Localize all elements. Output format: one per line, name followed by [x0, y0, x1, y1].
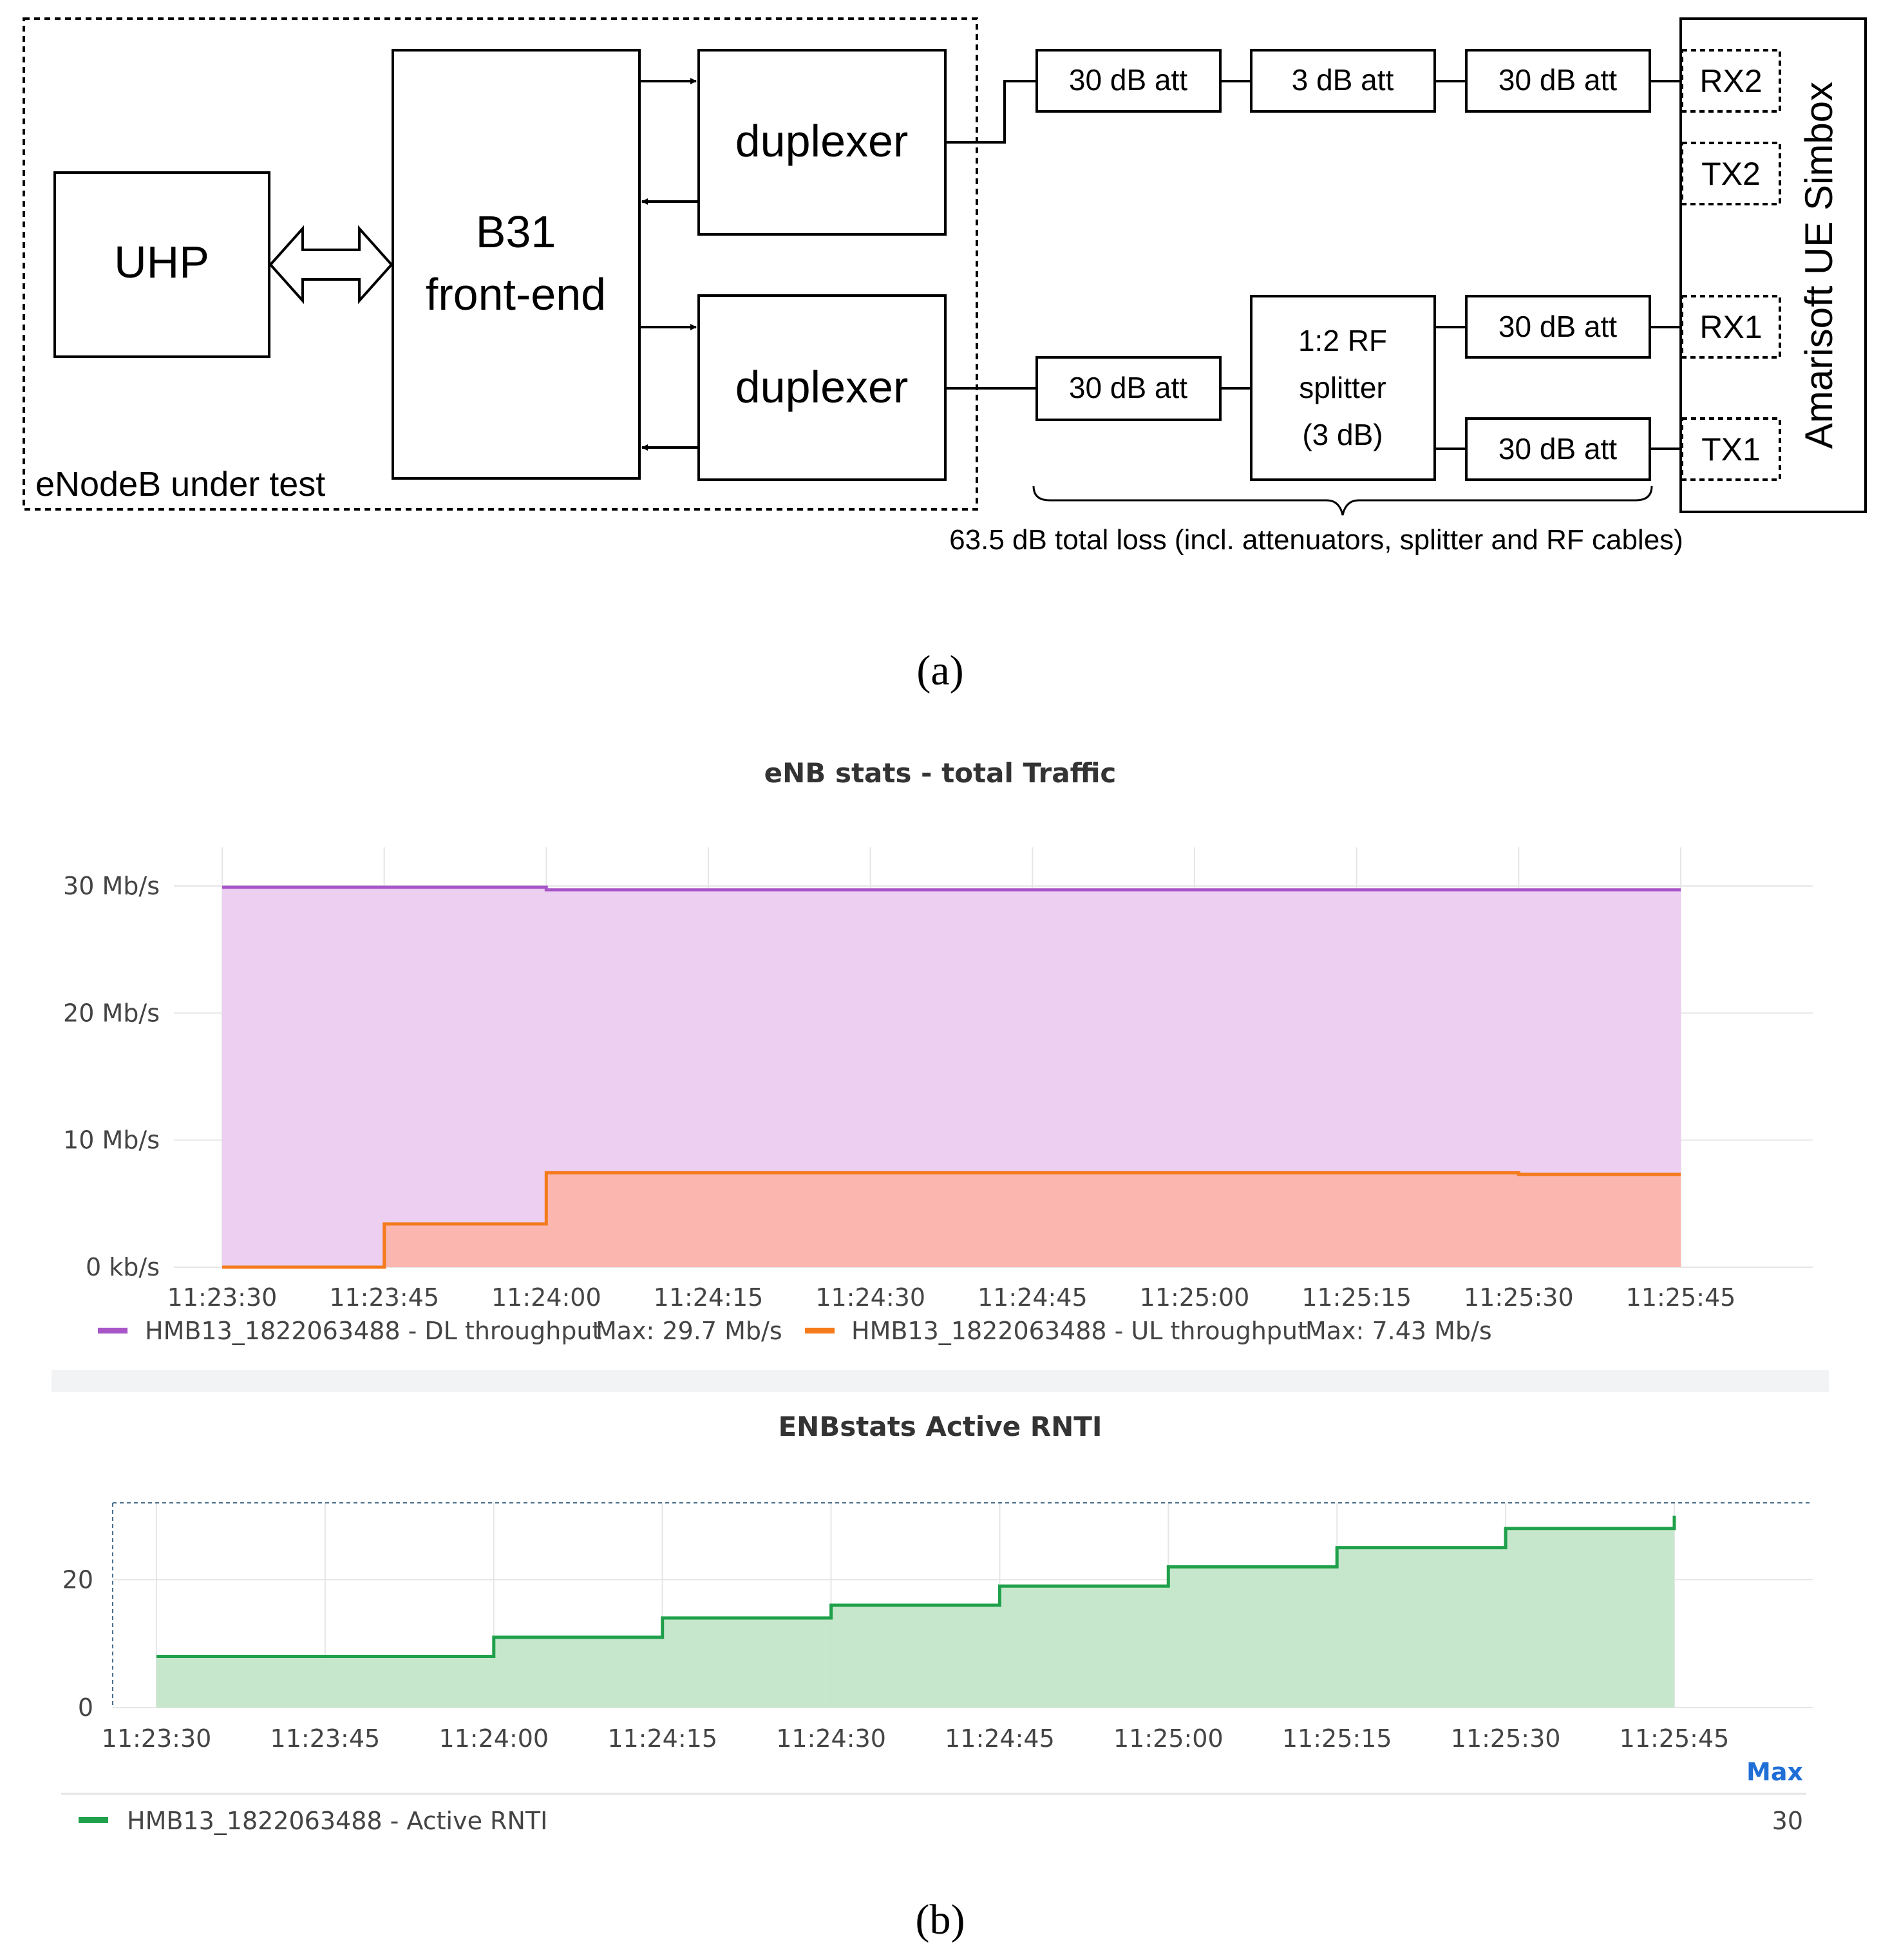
y-tick-label: 20 [62, 1565, 93, 1594]
x-tick-label: 11:24:15 [654, 1283, 764, 1312]
y-tick-label: 10 Mb/s [63, 1126, 160, 1154]
series-line-0 [222, 885, 1681, 892]
chart-legend: Max HMB13_1822063488 - Active RNTI 30 [61, 1758, 1806, 1835]
x-tick-label: 11:23:45 [270, 1724, 381, 1753]
attenuator-label: 30 dB att [1498, 63, 1617, 97]
enodeb-under-test-boundary [23, 17, 978, 511]
total-loss-brace [1032, 485, 1653, 516]
splitter-label-line2: splitter [1299, 371, 1386, 404]
splitter-label-line3: (3 dB) [1302, 418, 1383, 451]
frontend-label-line2: front-end [426, 269, 606, 319]
y-axis-ticks: 30 Mb/s 20 Mb/s 10 Mb/s 0 kb/s [63, 872, 160, 1281]
chart-areas [222, 887, 1681, 1267]
y-axis-ticks: 20 0 [62, 1565, 93, 1722]
x-tick-label: 11:23:30 [102, 1724, 212, 1753]
chart-legend: HMB13_1822063488 - DL throughput Max: 29… [98, 1317, 1492, 1345]
x-tick-label: 11:25:15 [1301, 1283, 1412, 1312]
chart-title: ENBstats Active RNTI [778, 1411, 1102, 1442]
port-tx1 [1681, 417, 1781, 481]
x-axis-ticks: 11:23:30 11:23:45 11:24:00 11:24:15 11:24:30… [167, 1283, 1736, 1312]
chart-lines [156, 1515, 1676, 1658]
x-tick-label: 11:24:00 [439, 1724, 549, 1753]
x-axis-ticks: 11:23:30 11:23:45 11:24:00 11:24:15 11:24:30… [102, 1724, 1730, 1753]
x-tick-label: 11:25:45 [1620, 1724, 1730, 1753]
port-tx1-label: TX1 [1701, 431, 1761, 467]
chart-lines [222, 885, 1681, 1269]
series-line-0 [156, 1515, 1676, 1658]
chart-areas [156, 1515, 1674, 1708]
caption-a: (a) [916, 647, 963, 694]
legend-value: 30 [1772, 1807, 1803, 1835]
chart-traffic: eNB stats - total Traffic 30 Mb/s 20 Mb/s… [63, 757, 1813, 1345]
x-tick-label: 11:25:15 [1282, 1724, 1392, 1753]
duplexer-bottom-label: duplexer [735, 362, 909, 412]
b31-frontend-block [392, 49, 641, 480]
splitter-label-line1: 1:2 RF [1298, 324, 1387, 357]
y-tick-label: 20 Mb/s [63, 999, 160, 1027]
legend-value: Max: 7.43 Mb/s [1305, 1317, 1492, 1345]
port-tx2 [1681, 142, 1781, 205]
attenuator-label: 30 dB att [1498, 310, 1617, 343]
duplexer-top-label: duplexer [735, 116, 909, 166]
attenuator-label: 30 dB att [1069, 371, 1187, 404]
legend-value: Max: 29.7 Mb/s [596, 1317, 782, 1345]
x-tick-label: 11:25:45 [1626, 1283, 1736, 1312]
x-tick-label: 11:24:30 [815, 1283, 925, 1312]
series-area-1 [222, 1173, 1681, 1267]
x-tick-label: 11:23:45 [329, 1283, 439, 1312]
x-tick-label: 11:24:30 [776, 1724, 886, 1753]
series-line-1 [222, 1171, 1681, 1269]
frontend-label-line1: B31 [476, 207, 556, 257]
caption-b: (b) [916, 1896, 965, 1943]
attenuator-label: 3 dB att [1292, 63, 1394, 97]
legend-swatch [98, 1328, 128, 1333]
port-rx1 [1681, 295, 1781, 359]
uhp-label: UHP [114, 237, 209, 287]
x-tick-label: 11:24:45 [945, 1724, 1055, 1753]
port-rx2-label: RX2 [1699, 63, 1762, 99]
legend-header-max[interactable]: Max [1746, 1758, 1803, 1786]
bidirectional-arrow-icon [269, 225, 393, 305]
chart-active-rnti: ENBstats Active RNTI 20 0 11:23:30 11:23:4… [61, 1411, 1813, 1835]
x-tick-label: 11:25:00 [1113, 1724, 1224, 1753]
series-area-0 [156, 1515, 1674, 1708]
simbox-block [1679, 17, 1867, 513]
y-tick-label: 30 Mb/s [63, 872, 160, 900]
block-diagram-labels: eNodeB under test UHP B31 front-end dupl… [35, 63, 1840, 556]
total-loss-note: 63.5 dB total loss (incl. attenuators, s… [949, 524, 1683, 556]
rf-line-top [945, 80, 1037, 144]
legend-label: HMB13_1822063488 - DL throughput [145, 1317, 601, 1345]
attenuator-label: 30 dB att [1069, 63, 1187, 97]
attenuator-label: 30 dB att [1498, 432, 1617, 466]
x-tick-label: 11:24:15 [607, 1724, 717, 1753]
legend-label: HMB13_1822063488 - UL throughput [851, 1317, 1307, 1345]
x-tick-label: 11:24:00 [491, 1283, 601, 1312]
port-rx1-label: RX1 [1699, 309, 1762, 345]
port-rx2 [1681, 49, 1781, 113]
y-tick-label: 0 [78, 1693, 93, 1722]
enodeb-label: eNodeB under test [35, 465, 325, 504]
port-tx2-label: TX2 [1701, 156, 1761, 192]
simbox-label: Amarisoft UE Simbox [1797, 82, 1840, 449]
legend-label: HMB13_1822063488 - Active RNTI [127, 1807, 547, 1835]
x-tick-label: 11:24:45 [978, 1283, 1088, 1312]
y-tick-label: 0 kb/s [86, 1253, 160, 1281]
chart-title: eNB stats - total Traffic [764, 757, 1117, 789]
x-tick-label: 11:25:00 [1140, 1283, 1250, 1312]
legend-swatch [79, 1817, 108, 1823]
legend-swatch [805, 1328, 835, 1333]
x-tick-label: 11:25:30 [1451, 1724, 1561, 1753]
x-tick-label: 11:23:30 [167, 1283, 278, 1312]
x-tick-label: 11:25:30 [1464, 1283, 1574, 1312]
panel-separator [52, 1370, 1829, 1392]
block-diagram [23, 17, 1867, 516]
